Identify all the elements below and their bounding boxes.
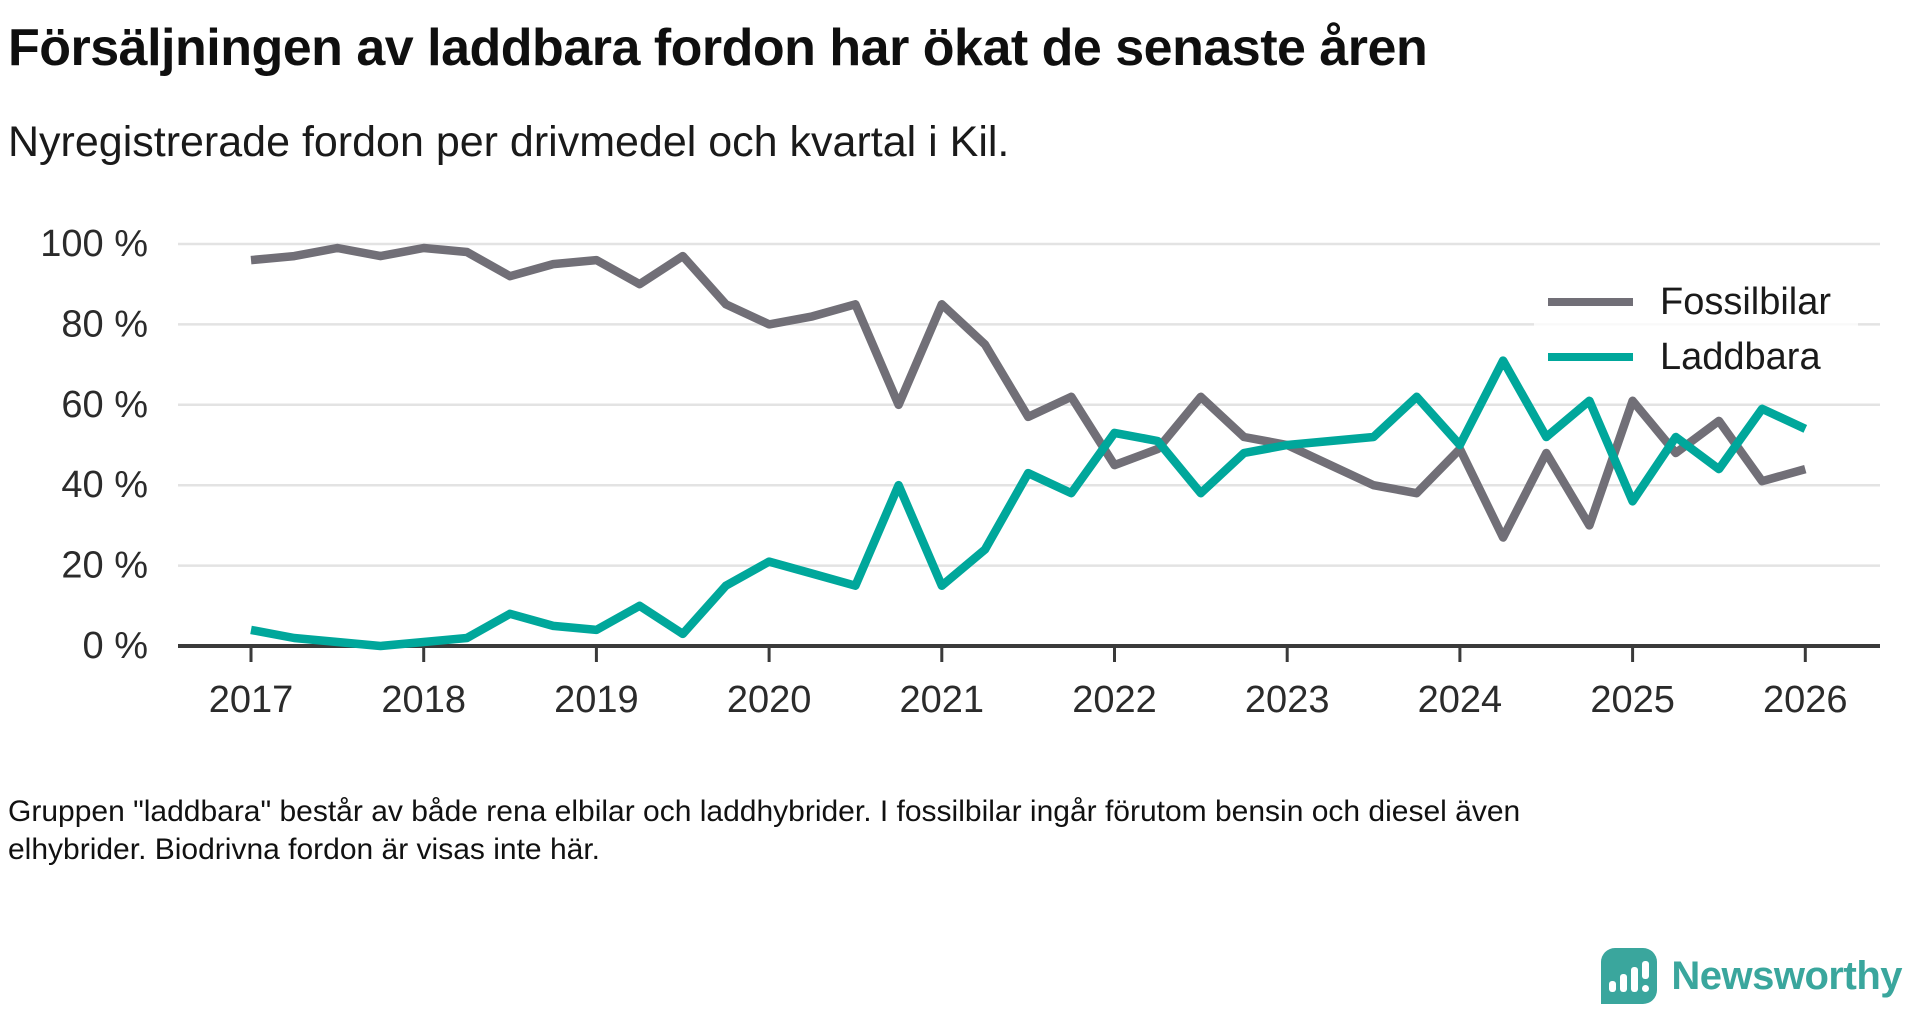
footnote-line-1: Gruppen "laddbara" består av både rena e… (8, 795, 1521, 828)
x-axis-label-2025: 2025 (1590, 679, 1675, 721)
y-axis-label-60: 60 % (61, 384, 148, 426)
x-axis-label-2026: 2026 (1763, 679, 1848, 721)
y-axis-label-20: 20 % (61, 545, 148, 587)
newsworthy-bar-chart-exclamation-icon (1601, 948, 1658, 1004)
x-axis-label-2018: 2018 (381, 679, 466, 721)
footnote-line-2: elhybrider. Biodrivna fordon är visas in… (8, 833, 600, 866)
y-axis-label-100: 100 % (40, 223, 148, 265)
chart-subtitle: Nyregistrerade fordon per drivmedel och … (8, 118, 1010, 166)
x-axis-label-2021: 2021 (900, 679, 985, 721)
newsworthy-logo-text: Newsworthy (1671, 953, 1902, 998)
x-axis-label-2022: 2022 (1072, 679, 1157, 721)
x-axis-label-2020: 2020 (727, 679, 812, 721)
newsworthy-logo: Newsworthy (1601, 946, 1902, 1006)
y-axis-label-40: 40 % (61, 464, 148, 506)
x-axis-label-2023: 2023 (1245, 679, 1330, 721)
y-axis-label-80: 80 % (61, 303, 148, 345)
x-axis-label-2019: 2019 (554, 679, 639, 721)
y-axis-label-0: 0 % (83, 625, 148, 667)
chart-footnote: Gruppen "laddbara" består av både rena e… (8, 793, 1888, 869)
chart-title: Försäljningen av laddbara fordon har öka… (8, 19, 1428, 77)
legend-label-laddbara: Laddbara (1660, 336, 1821, 378)
x-axis-label-2017: 2017 (209, 679, 294, 721)
chart-line-fossilbilar (250, 243, 1807, 542)
legend-label-fossilbilar: Fossilbilar (1660, 281, 1831, 323)
legend-background (1534, 272, 1858, 390)
chart-line-laddbara (250, 356, 1808, 651)
chart-canvas: 0 % 20 % 40 % 60 % 80 % 100 % 2017 2018 2019 2020… (40, 223, 1880, 721)
x-axis-label-2024: 2024 (1418, 679, 1503, 721)
